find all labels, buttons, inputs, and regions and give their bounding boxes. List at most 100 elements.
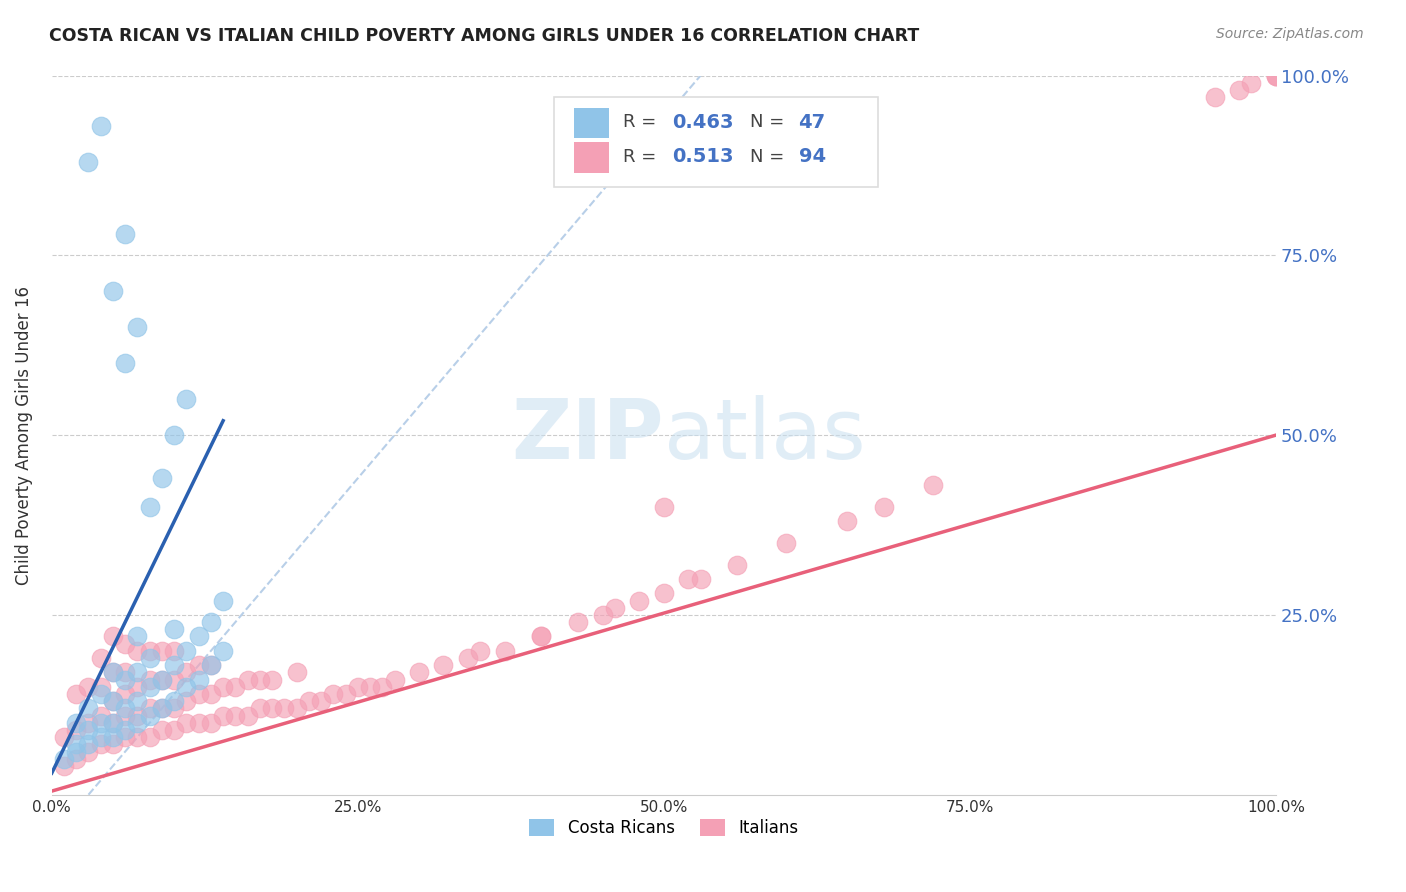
Costa Ricans (114, 673, 136, 687)
Italians (65, 687, 87, 701)
Italians (114, 687, 136, 701)
Italians (408, 665, 430, 680)
Costa Ricans (163, 428, 186, 442)
Italians (298, 694, 321, 708)
Italians (187, 715, 209, 730)
Costa Ricans (150, 701, 173, 715)
Costa Ricans (163, 622, 186, 636)
Italians (150, 723, 173, 737)
Costa Ricans (101, 715, 124, 730)
Italians (224, 680, 246, 694)
Costa Ricans (212, 593, 235, 607)
Costa Ricans (212, 644, 235, 658)
Italians (775, 536, 797, 550)
Italians (249, 701, 271, 715)
Italians (53, 759, 76, 773)
Italians (77, 745, 100, 759)
Italians (138, 673, 160, 687)
Legend: Costa Ricans, Italians: Costa Ricans, Italians (523, 813, 804, 844)
Text: ZIP: ZIP (512, 394, 664, 475)
Italians (322, 687, 344, 701)
Costa Ricans (127, 630, 149, 644)
Italians (285, 665, 308, 680)
Italians (127, 680, 149, 694)
Italians (212, 680, 235, 694)
Costa Ricans (150, 673, 173, 687)
Costa Ricans (101, 665, 124, 680)
Italians (187, 658, 209, 673)
Costa Ricans (77, 701, 100, 715)
Costa Ricans (127, 320, 149, 334)
Italians (138, 730, 160, 744)
Italians (346, 680, 368, 694)
Italians (249, 673, 271, 687)
Costa Ricans (65, 715, 87, 730)
Italians (603, 600, 626, 615)
Italians (236, 673, 259, 687)
Italians (628, 593, 651, 607)
Italians (114, 730, 136, 744)
Italians (359, 680, 381, 694)
Text: R =: R = (623, 113, 662, 131)
Italians (114, 665, 136, 680)
Italians (1227, 83, 1250, 97)
Italians (224, 708, 246, 723)
Text: 47: 47 (799, 112, 825, 132)
Costa Ricans (176, 644, 198, 658)
Italians (176, 665, 198, 680)
Italians (725, 558, 748, 572)
Italians (470, 644, 492, 658)
Costa Ricans (77, 154, 100, 169)
Costa Ricans (163, 658, 186, 673)
Costa Ricans (127, 694, 149, 708)
Italians (77, 680, 100, 694)
Italians (101, 715, 124, 730)
Italians (285, 701, 308, 715)
Italians (530, 630, 553, 644)
Italians (90, 737, 112, 751)
Costa Ricans (77, 737, 100, 751)
Text: 94: 94 (799, 147, 825, 166)
Italians (1265, 69, 1288, 83)
Italians (1240, 76, 1263, 90)
Italians (114, 637, 136, 651)
Costa Ricans (163, 694, 186, 708)
Italians (494, 644, 516, 658)
Costa Ricans (90, 119, 112, 133)
Italians (837, 515, 859, 529)
Italians (65, 723, 87, 737)
Italians (200, 715, 222, 730)
Text: R =: R = (623, 148, 662, 166)
Italians (873, 500, 896, 514)
Costa Ricans (65, 737, 87, 751)
Italians (335, 687, 357, 701)
Costa Ricans (200, 615, 222, 629)
Italians (127, 730, 149, 744)
Costa Ricans (53, 752, 76, 766)
Italians (163, 701, 186, 715)
Italians (212, 708, 235, 723)
Italians (101, 665, 124, 680)
Italians (53, 730, 76, 744)
Italians (127, 644, 149, 658)
Costa Ricans (187, 673, 209, 687)
Italians (689, 572, 711, 586)
Costa Ricans (176, 392, 198, 406)
Italians (90, 680, 112, 694)
Costa Ricans (90, 715, 112, 730)
Italians (163, 644, 186, 658)
Italians (127, 708, 149, 723)
Italians (138, 644, 160, 658)
Costa Ricans (114, 227, 136, 241)
Italians (138, 701, 160, 715)
Y-axis label: Child Poverty Among Girls Under 16: Child Poverty Among Girls Under 16 (15, 285, 32, 584)
Costa Ricans (101, 694, 124, 708)
Italians (114, 708, 136, 723)
Text: atlas: atlas (664, 394, 866, 475)
Italians (187, 687, 209, 701)
Italians (150, 644, 173, 658)
Text: 0.513: 0.513 (672, 147, 734, 166)
Italians (150, 701, 173, 715)
Italians (77, 715, 100, 730)
Costa Ricans (101, 285, 124, 299)
